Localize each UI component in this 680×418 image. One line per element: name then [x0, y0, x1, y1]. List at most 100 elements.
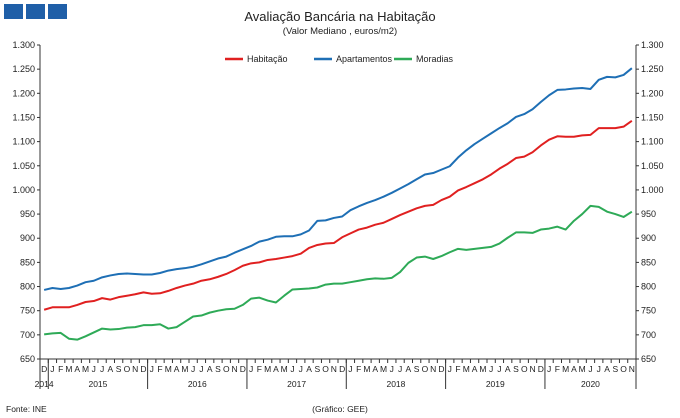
x-month-label: M [181, 364, 188, 374]
x-month-label: N [331, 364, 337, 374]
x-month-label: J [597, 364, 601, 374]
y-tick-label-left: 950 [20, 209, 35, 219]
y-tick-label-right: 1.050 [641, 161, 664, 171]
y-tick-label-left: 700 [20, 330, 35, 340]
x-month-label: D [240, 364, 246, 374]
x-month-label: A [306, 364, 312, 374]
chart-subtitle: (Valor Mediano , euros/m2) [283, 26, 397, 37]
credit-note: (Gráfico: GEE) [312, 404, 368, 414]
x-month-label: M [82, 364, 89, 374]
y-tick-label-left: 900 [20, 233, 35, 243]
x-month-label: F [356, 364, 361, 374]
series-line-2 [43, 67, 633, 291]
y-tick-label-right: 1.300 [641, 40, 664, 50]
x-month-label: M [165, 364, 172, 374]
y-tick-label-right: 1.150 [641, 112, 664, 122]
x-month-label: N [529, 364, 535, 374]
x-month-label: A [604, 364, 610, 374]
y-tick-label-left: 1.000 [12, 185, 35, 195]
x-month-label: S [414, 364, 420, 374]
x-month-label: J [547, 364, 551, 374]
legend-label-1: Habitação [247, 54, 288, 64]
x-month-label: M [65, 364, 72, 374]
x-month-label: A [372, 364, 378, 374]
x-month-label: J [92, 364, 96, 374]
x-month-label: O [521, 364, 528, 374]
x-month-label: J [100, 364, 104, 374]
x-year-label: 2018 [386, 379, 405, 389]
x-month-label: J [50, 364, 54, 374]
logo-square-1 [4, 4, 23, 19]
x-month-label: A [108, 364, 114, 374]
x-month-label: F [58, 364, 63, 374]
y-tick-label-left: 1.100 [12, 137, 35, 147]
series-line-1 [43, 120, 633, 311]
x-month-label: J [489, 364, 493, 374]
logo-squares [4, 4, 67, 19]
x-month-label: A [174, 364, 180, 374]
axes: 650 650 700 700 750 750 800 800 850 850 900 900 950 9… [12, 40, 664, 389]
x-month-label: O [124, 364, 131, 374]
x-month-label: A [273, 364, 279, 374]
y-tick-label-left: 1.050 [12, 161, 35, 171]
x-month-label: M [264, 364, 271, 374]
y-tick-label-right: 650 [641, 354, 656, 364]
logo-square-3 [48, 4, 67, 19]
y-tick-label-left: 850 [20, 257, 35, 267]
y-tick-label-left: 1.250 [12, 64, 35, 74]
y-tick-label-right: 900 [641, 233, 656, 243]
x-month-label: M [579, 364, 586, 374]
x-month-label: J [398, 364, 402, 374]
y-tick-label-right: 950 [641, 209, 656, 219]
x-month-label: A [505, 364, 511, 374]
x-month-label: S [513, 364, 519, 374]
y-tick-label-left: 1.300 [12, 40, 35, 50]
y-tick-label-right: 700 [641, 330, 656, 340]
legend-label-2: Apartamentos [336, 54, 393, 64]
x-month-label: J [199, 364, 203, 374]
x-month-label: J [299, 364, 303, 374]
logo-square-2 [26, 4, 45, 19]
x-month-label: S [314, 364, 320, 374]
x-month-label: A [207, 364, 213, 374]
x-month-label: D [438, 364, 444, 374]
x-month-label: M [380, 364, 387, 374]
x-month-label: D [538, 364, 544, 374]
y-tick-label-left: 1.150 [12, 112, 35, 122]
x-month-label: F [555, 364, 560, 374]
x-month-label: J [191, 364, 195, 374]
y-tick-label-left: 750 [20, 306, 35, 316]
x-month-label: M [281, 364, 288, 374]
x-month-label: A [571, 364, 577, 374]
x-month-label: O [422, 364, 429, 374]
x-year-label: 2014 [35, 379, 54, 389]
y-tick-label-right: 750 [641, 306, 656, 316]
x-month-label: M [463, 364, 470, 374]
x-year-label: 2015 [88, 379, 107, 389]
y-tick-label-left: 650 [20, 354, 35, 364]
x-month-label: M [363, 364, 370, 374]
x-month-label: F [455, 364, 460, 374]
x-month-label: N [132, 364, 138, 374]
x-year-label: 2020 [581, 379, 600, 389]
x-month-label: O [322, 364, 329, 374]
y-tick-label-left: 1.200 [12, 88, 35, 98]
x-month-label: F [157, 364, 162, 374]
y-tick-label-right: 1.250 [641, 64, 664, 74]
x-month-label: S [612, 364, 618, 374]
x-month-label: S [215, 364, 221, 374]
x-month-label: J [249, 364, 253, 374]
x-month-label: J [290, 364, 294, 374]
y-tick-label-left: 800 [20, 282, 35, 292]
legend: Habitação Apartamentos Moradias [225, 54, 454, 64]
y-tick-label-right: 800 [641, 282, 656, 292]
y-tick-label-right: 1.200 [641, 88, 664, 98]
source-note: Fonte: INE [6, 404, 47, 414]
x-month-label: S [116, 364, 122, 374]
x-year-label: 2019 [486, 379, 505, 389]
x-month-label: J [497, 364, 501, 374]
x-month-label: J [448, 364, 452, 374]
y-tick-label-right: 1.000 [641, 185, 664, 195]
x-month-label: M [562, 364, 569, 374]
plot-area [43, 67, 633, 341]
